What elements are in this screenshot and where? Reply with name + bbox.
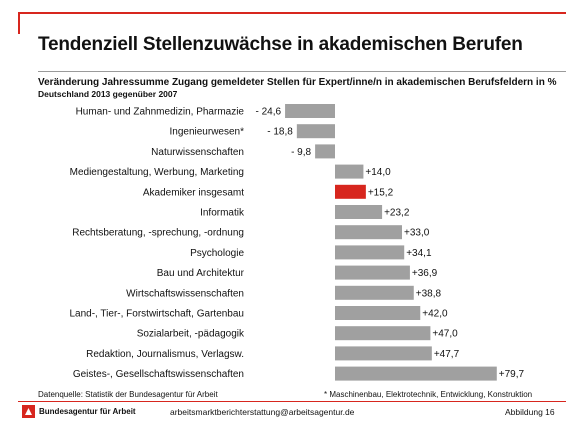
data-source: Datenquelle: Statistik der Bundesagentur… [38, 390, 218, 399]
category-label: Naturwissenschaften [151, 147, 244, 158]
category-label: Mediengestaltung, Werbung, Marketing [70, 167, 244, 178]
top-accent-line [18, 12, 566, 14]
value-label: - 9,8 [291, 147, 311, 158]
bar [335, 326, 431, 341]
bar [285, 104, 335, 118]
category-label: Psychologie [190, 248, 244, 259]
value-label: +34,1 [406, 248, 432, 259]
bar [335, 306, 421, 320]
value-label: +38,8 [416, 288, 442, 299]
value-label: +47,7 [434, 349, 460, 360]
category-label: Redaktion, Journalismus, Verlagsw. [86, 349, 244, 360]
bottom-divider [18, 401, 566, 402]
corner-accent [18, 12, 20, 34]
bar [335, 245, 405, 260]
category-label: Bau und Architektur [157, 268, 245, 279]
category-label: Rechtsberatung, -sprechung, -ordnung [72, 228, 244, 239]
bar [335, 265, 410, 280]
bar-highlight [335, 184, 366, 199]
agency-logo-icon [22, 405, 35, 418]
value-label: +33,0 [404, 228, 430, 239]
bar [335, 164, 364, 179]
category-label: Ingenieurwesen* [170, 127, 245, 138]
chart-title: Tendenziell Stellenzuwächse in akademisc… [38, 34, 523, 55]
chart-subtitle-region: Deutschland 2013 gegenüber 2007 [38, 89, 178, 99]
category-label: Geistes-, Gesellschaftswissenschaften [73, 369, 244, 380]
category-label: Informatik [200, 208, 245, 219]
value-label: +47,0 [432, 329, 458, 340]
category-label: Wirtschaftswissenschaften [126, 288, 244, 299]
footnote: * Maschinenbau, Elektrotechnik, Entwickl… [324, 390, 533, 399]
agency-logo-text: Bundesagentur für Arbeit [39, 407, 136, 416]
bar [296, 124, 335, 139]
category-label: Human- und Zahnmedizin, Pharmazie [76, 107, 245, 118]
value-label: +15,2 [368, 187, 394, 198]
bar [335, 285, 414, 300]
bar [335, 205, 383, 219]
agency-logo: Bundesagentur für Arbeit [22, 405, 136, 418]
value-label: +42,0 [422, 309, 448, 320]
bar [335, 225, 402, 240]
value-label: +79,7 [499, 369, 525, 380]
value-label: - 24,6 [255, 107, 281, 118]
bar [315, 144, 335, 159]
bar [335, 366, 497, 381]
title-divider [38, 71, 566, 72]
value-label: +36,9 [412, 268, 438, 279]
category-label: Land-, Tier-, Forstwirtschaft, Gartenbau [69, 309, 244, 320]
value-label: +23,2 [384, 208, 410, 219]
category-label: Sozialarbeit, -pädagogik [137, 329, 245, 340]
value-label: +14,0 [365, 167, 391, 178]
figure-number: Abbildung 16 [505, 407, 555, 417]
bar [335, 346, 432, 361]
contact-email[interactable]: arbeitsmarktberichterstattung@arbeitsage… [170, 407, 355, 417]
category-label: Akademiker insgesamt [143, 187, 244, 198]
value-label: - 18,8 [267, 127, 293, 138]
chart-subtitle: Veränderung Jahressumme Zugang gemeldete… [38, 77, 557, 88]
